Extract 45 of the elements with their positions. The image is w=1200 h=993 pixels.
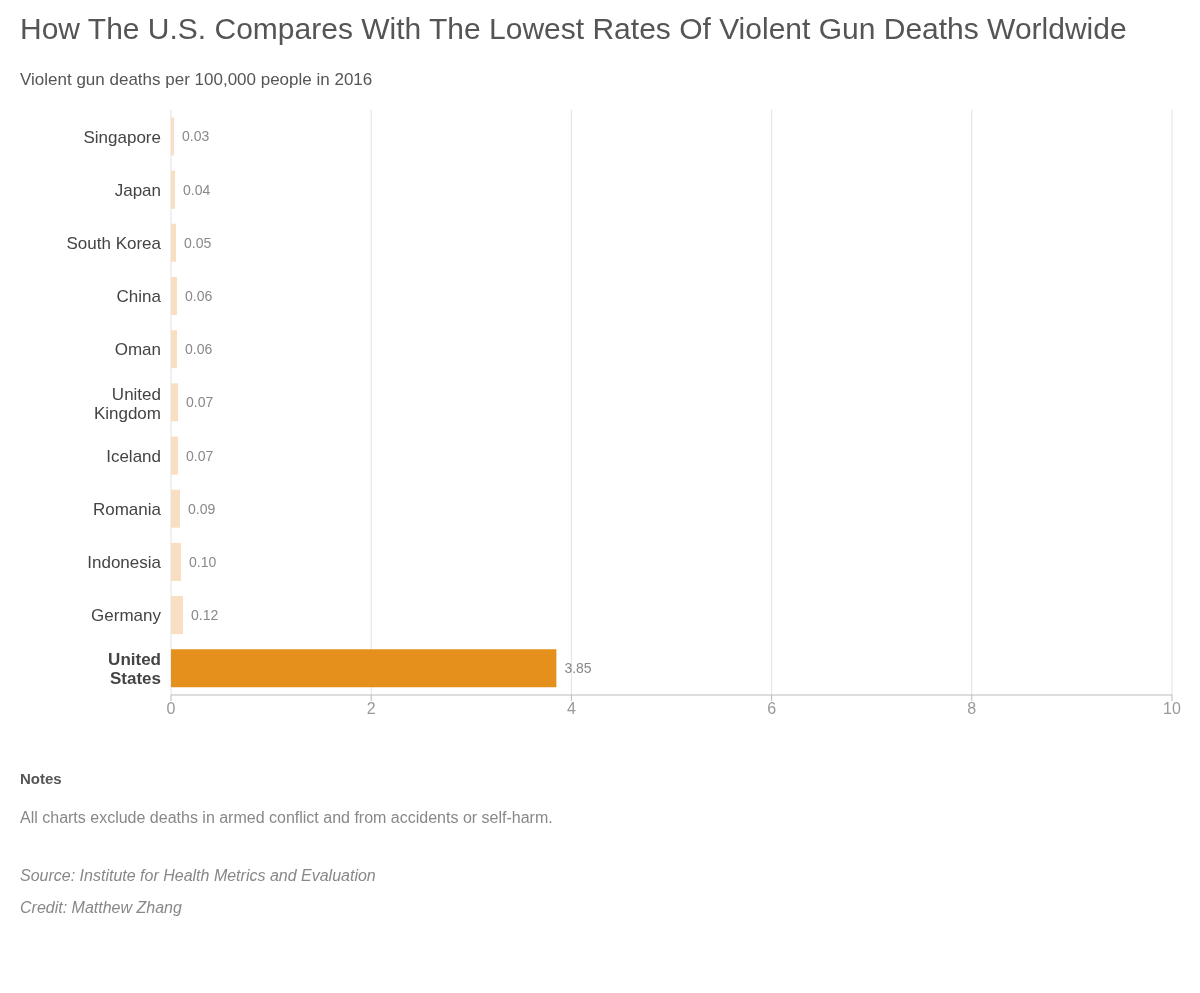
y-tick-label: Japan bbox=[114, 180, 161, 200]
y-tick-label: Germany bbox=[91, 606, 162, 626]
chart-subtitle: Violent gun deaths per 100,000 people in 2016 bbox=[20, 70, 374, 90]
bar bbox=[171, 489, 181, 528]
bar bbox=[171, 596, 184, 635]
y-tick-label: Romania bbox=[92, 499, 162, 519]
y-tick-label: United Kingdom bbox=[93, 384, 161, 423]
y-tick-label: South Korea bbox=[66, 233, 162, 253]
data-label: 0.06 bbox=[185, 341, 213, 358]
data-label: 3.85 bbox=[564, 660, 592, 677]
text: All charts exclude deaths in armed conflict and from accidents or self-harm. bbox=[20, 809, 554, 827]
x-tick-label: 0 bbox=[166, 700, 176, 718]
x-tick-label: 8 bbox=[967, 700, 977, 718]
x-tick-label: 4 bbox=[566, 700, 576, 718]
bar bbox=[171, 436, 179, 475]
data-label: 0.03 bbox=[182, 128, 210, 145]
data-label: 0.12 bbox=[191, 607, 219, 624]
bar bbox=[171, 542, 182, 581]
bar bbox=[171, 170, 175, 209]
text: Credit: Matthew Zhang bbox=[20, 899, 183, 917]
bar bbox=[171, 223, 177, 262]
y-tick-label: United States bbox=[108, 650, 161, 689]
x-tick-label: 2 bbox=[366, 700, 376, 718]
y-tick-label: Singapore bbox=[83, 127, 161, 147]
bar bbox=[171, 330, 178, 369]
source-note: Source: Institute for Health Metrics and Evaluation bbox=[20, 867, 377, 885]
x-tick-label: 6 bbox=[767, 700, 777, 718]
data-label: 0.05 bbox=[184, 234, 212, 251]
data-label: 0.06 bbox=[185, 287, 213, 304]
y-tick-label: China bbox=[116, 287, 162, 307]
bar bbox=[171, 649, 557, 688]
y-tick-label: Iceland bbox=[106, 446, 161, 466]
bar bbox=[171, 383, 179, 422]
chart-title: How The U.S. Compares With The Lowest Rates Of Violent Gun Deaths Worldwide bbox=[20, 11, 1128, 47]
text: Notes bbox=[20, 770, 63, 787]
data-label: 0.10 bbox=[189, 553, 217, 570]
y-tick-label: Indonesia bbox=[87, 553, 162, 573]
bar bbox=[171, 117, 174, 156]
data-label: 0.09 bbox=[188, 500, 216, 517]
y-tick-label: Oman bbox=[114, 340, 161, 360]
bar bbox=[171, 276, 178, 315]
data-label: 0.04 bbox=[183, 181, 211, 198]
data-label: 0.07 bbox=[186, 447, 214, 464]
x-tick-label: 10 bbox=[1163, 700, 1181, 718]
data-label: 0.07 bbox=[186, 394, 214, 411]
